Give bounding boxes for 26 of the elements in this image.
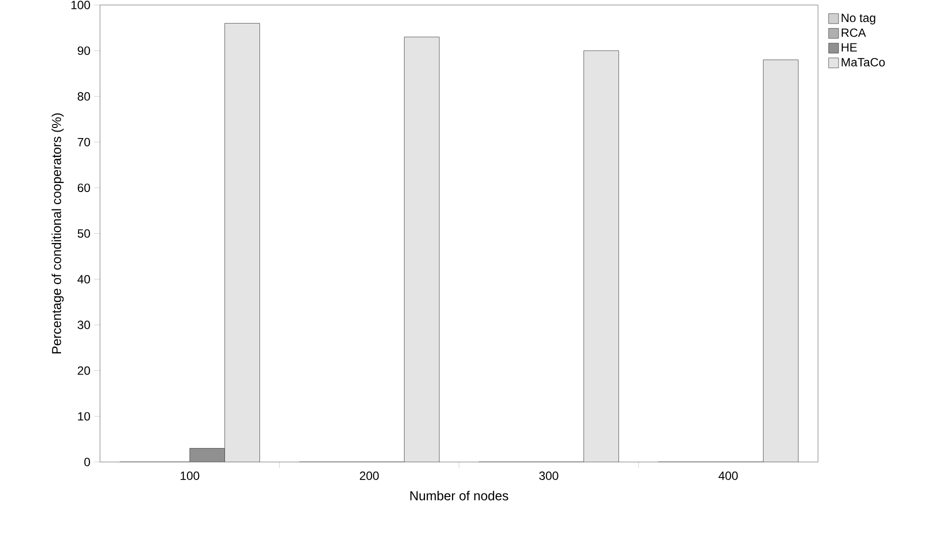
- bar: [190, 448, 225, 462]
- bar: [224, 23, 260, 462]
- legend-label: No tag: [842, 14, 876, 24]
- x-tick-label: 300: [539, 472, 558, 480]
- y-tick-label: 80: [78, 92, 90, 101]
- y-tick-label: 20: [78, 366, 90, 375]
- legend-label: RCA: [842, 28, 866, 37]
- y-tick-label: 60: [78, 184, 90, 192]
- y-tick-label: 90: [78, 46, 90, 55]
- y-tick-label: 30: [78, 320, 90, 330]
- y-tick-label: 40: [77, 274, 90, 284]
- y-tick-label: 100: [71, 0, 90, 10]
- y-axis-title: Percentage of conditional cooperators (%): [52, 113, 64, 354]
- bar: [763, 60, 798, 462]
- x-tick-label: 100: [180, 472, 200, 480]
- legend-label: HE: [842, 43, 857, 52]
- x-axis-title: Number of nodes: [410, 490, 508, 500]
- y-tick-label: 0: [84, 458, 90, 466]
- legend-label: MaTaCo: [842, 58, 885, 66]
- x-tick-label: 200: [360, 472, 379, 480]
- y-tick-label: 50: [78, 229, 90, 238]
- y-tick-label: 70: [78, 138, 90, 146]
- x-tick-label: 400: [718, 472, 738, 480]
- y-tick-label: 10: [78, 412, 90, 421]
- bar: [404, 36, 440, 462]
- bar: [584, 50, 619, 462]
